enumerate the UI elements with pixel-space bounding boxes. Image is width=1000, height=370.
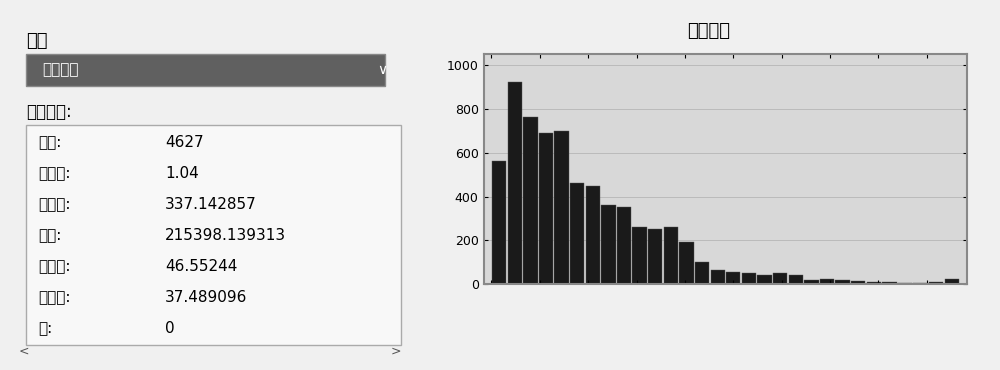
Text: 总和:: 总和: (39, 228, 62, 243)
Text: >: > (391, 344, 401, 357)
Text: <: < (18, 344, 29, 357)
Text: 0: 0 (165, 321, 174, 336)
Text: 37.489096: 37.489096 (165, 290, 247, 305)
Text: 1.04: 1.04 (165, 166, 199, 181)
Text: 最小値:: 最小値: (39, 166, 71, 181)
Text: 337.142857: 337.142857 (165, 197, 257, 212)
Text: 空:: 空: (39, 321, 53, 336)
Text: 统计数据:: 统计数据: (26, 103, 72, 121)
Text: ∨: ∨ (377, 63, 387, 77)
Text: 4627: 4627 (165, 135, 203, 150)
FancyBboxPatch shape (26, 125, 401, 345)
Text: 最大値:: 最大値: (39, 197, 71, 212)
Text: 单位蓄积: 单位蓄积 (43, 62, 79, 77)
Text: 215398.139313: 215398.139313 (165, 228, 286, 243)
Text: 平均値:: 平均値: (39, 259, 71, 274)
Text: 频数分布: 频数分布 (687, 21, 730, 40)
Text: 字段: 字段 (26, 32, 48, 50)
Text: 46.55244: 46.55244 (165, 259, 237, 274)
Text: 标准差:: 标准差: (39, 290, 71, 305)
Text: 计数:: 计数: (39, 135, 62, 150)
FancyBboxPatch shape (26, 54, 385, 85)
